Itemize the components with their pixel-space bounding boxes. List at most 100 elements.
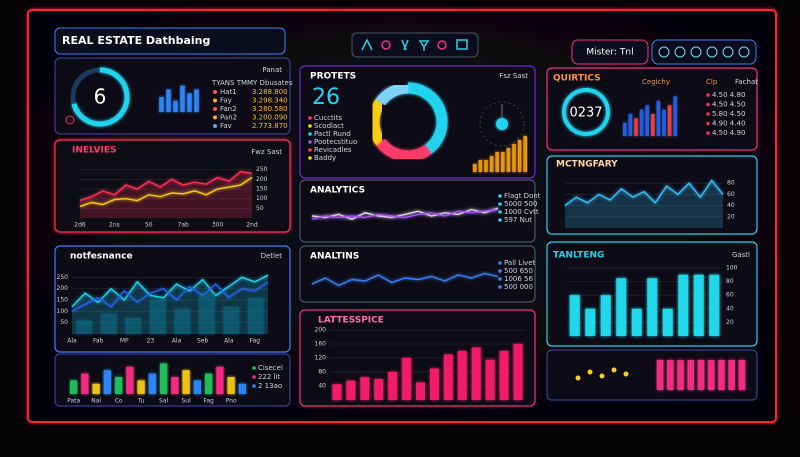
bar bbox=[495, 152, 499, 172]
kpi-value: 26 bbox=[312, 85, 340, 110]
panel-title: MCTNGFARY bbox=[556, 160, 618, 170]
legend-marker bbox=[498, 210, 502, 214]
icon[interactable] bbox=[738, 46, 750, 58]
kpi-value: 6 bbox=[94, 85, 107, 109]
legend-item: 2 13ao bbox=[258, 382, 282, 390]
icon[interactable] bbox=[437, 40, 447, 50]
y-tick-label: 80 bbox=[727, 180, 735, 187]
bar bbox=[677, 360, 684, 390]
bar bbox=[639, 109, 644, 136]
legend-item: 5000 500 bbox=[504, 200, 537, 208]
legend-marker bbox=[308, 116, 312, 120]
dot bbox=[575, 375, 581, 381]
bar bbox=[187, 93, 192, 112]
social-icons[interactable] bbox=[658, 46, 750, 58]
bar bbox=[198, 293, 215, 334]
label: Clp bbox=[706, 78, 718, 86]
bar bbox=[634, 118, 638, 136]
x-tick-label: Seb bbox=[197, 338, 209, 345]
user-name[interactable]: Mister: Tnl bbox=[586, 48, 633, 58]
y-tick-label: 40 bbox=[727, 202, 735, 209]
bar bbox=[205, 373, 213, 394]
bar bbox=[506, 148, 511, 172]
dot bbox=[599, 373, 605, 379]
bar bbox=[662, 308, 673, 336]
legend-item: 1000 Cvtt bbox=[504, 208, 539, 216]
panel-title: notfesnance bbox=[70, 252, 133, 262]
panel-title: PROTETS bbox=[310, 72, 356, 82]
bar bbox=[125, 318, 142, 334]
x-tick-label: Fag bbox=[203, 398, 214, 405]
bar bbox=[227, 377, 235, 394]
bar bbox=[728, 360, 735, 390]
bar bbox=[484, 160, 488, 172]
legend-marker bbox=[252, 375, 256, 379]
bar bbox=[402, 358, 412, 400]
icon[interactable] bbox=[381, 40, 391, 50]
bar bbox=[126, 366, 134, 394]
x-tick-label: Tu bbox=[137, 398, 145, 405]
y-tick-label: 200 bbox=[256, 176, 268, 183]
icon[interactable] bbox=[418, 40, 430, 51]
bar bbox=[667, 105, 672, 136]
bar bbox=[473, 164, 477, 172]
bar bbox=[100, 313, 117, 334]
legend-marker bbox=[498, 218, 502, 222]
icon[interactable] bbox=[690, 46, 702, 58]
y-tick-label: 60 bbox=[726, 292, 734, 299]
y-tick-label: 50 bbox=[60, 319, 68, 326]
panel bbox=[546, 349, 758, 401]
line bbox=[79, 176, 253, 208]
y-tick-label: 200 bbox=[57, 285, 69, 292]
panel bbox=[299, 245, 536, 303]
icon[interactable] bbox=[658, 46, 670, 58]
panel bbox=[54, 57, 291, 135]
legend-item: Cisecel bbox=[258, 364, 283, 372]
bar bbox=[485, 359, 495, 400]
icon[interactable] bbox=[674, 46, 686, 58]
icon[interactable] bbox=[401, 39, 409, 51]
legend-marker bbox=[498, 194, 502, 198]
icon[interactable] bbox=[706, 46, 718, 58]
legend-item: Flagt Dont bbox=[504, 192, 541, 200]
legend-item: Pactl Rund bbox=[314, 130, 351, 138]
x-tick-label: Fab bbox=[93, 338, 104, 345]
bar bbox=[81, 373, 89, 394]
icon bbox=[65, 115, 75, 125]
legend-name: Hat1 bbox=[220, 88, 237, 96]
legend-item: 4.50 4.50 bbox=[712, 101, 745, 109]
bar bbox=[430, 368, 439, 400]
legend-item: Pootecstituo bbox=[314, 138, 357, 146]
bar bbox=[166, 89, 171, 112]
title-box bbox=[54, 27, 286, 55]
label: Cegichy bbox=[642, 78, 670, 86]
user-box[interactable] bbox=[571, 39, 649, 65]
legend-marker bbox=[213, 107, 217, 111]
legend-value: 3.288.800 bbox=[252, 88, 288, 96]
legend-item: 1006 56 bbox=[504, 275, 533, 283]
bar bbox=[693, 274, 704, 336]
bar bbox=[585, 308, 596, 336]
bar bbox=[457, 351, 467, 400]
bar bbox=[513, 344, 523, 400]
bar bbox=[656, 100, 661, 136]
bar bbox=[247, 297, 264, 334]
line bbox=[311, 207, 499, 220]
icon[interactable] bbox=[456, 39, 468, 50]
bar bbox=[238, 383, 246, 394]
legend-marker bbox=[308, 156, 312, 160]
dashboard-title: REAL ESTATE Dathbaing bbox=[62, 34, 210, 47]
y-tick-label: 160 bbox=[315, 341, 327, 348]
bar bbox=[499, 351, 509, 400]
legend-item: 500 000 bbox=[504, 283, 533, 291]
nav-icons[interactable] bbox=[361, 38, 468, 51]
dot bbox=[611, 367, 617, 373]
y-tick-label: 150 bbox=[57, 297, 69, 304]
panel-tag: Detlet bbox=[261, 252, 283, 260]
icon[interactable] bbox=[361, 38, 373, 51]
y-tick-label: 40 bbox=[726, 305, 734, 312]
bar bbox=[678, 274, 689, 336]
panel bbox=[54, 139, 291, 233]
icon[interactable] bbox=[722, 46, 734, 58]
ring bbox=[562, 88, 610, 136]
